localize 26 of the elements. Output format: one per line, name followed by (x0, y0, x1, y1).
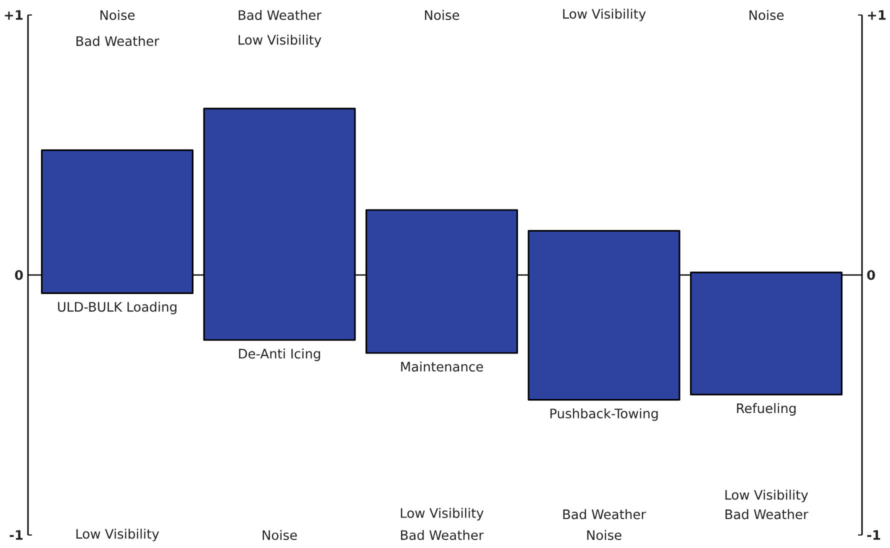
x-tick-label: Pushback-Towing (550, 408, 658, 421)
annotation: Low Visibility (725, 490, 808, 502)
annotation: Bad Weather (726, 509, 808, 520)
x-tick-label: Refueling (737, 403, 796, 416)
annotation: Low Visibility (238, 34, 322, 48)
annotation: Bad Weather (563, 509, 646, 520)
y2-tick-label: 0 (867, 270, 875, 280)
annotation: Noise (425, 10, 460, 20)
y2-tick-label: +1 (868, 10, 886, 20)
annotation: Noise (100, 10, 135, 20)
x-tick-label: De-Anti Icing (239, 348, 320, 362)
y-tick-label: +1 (4, 10, 23, 20)
annotation: Bad Weather (238, 10, 322, 20)
annotation: Noise (587, 530, 622, 540)
annotation: Noise (750, 10, 784, 20)
x-tick-label: Maintenance (401, 362, 483, 372)
x-tick-label: ULD-BULK Loading (58, 302, 176, 314)
annotation: Low Visibility (563, 8, 646, 22)
annotation: Bad Weather (401, 530, 484, 540)
annotation: Bad Weather (76, 36, 160, 46)
y-tick-label: 0 (15, 270, 23, 280)
annotation: Noise (262, 530, 297, 540)
annotation: Low Visibility (400, 508, 484, 520)
y2-tick-label: -1 (867, 530, 880, 540)
annotation: Low Visibility (76, 528, 159, 542)
y-tick-label: -1 (10, 530, 23, 540)
